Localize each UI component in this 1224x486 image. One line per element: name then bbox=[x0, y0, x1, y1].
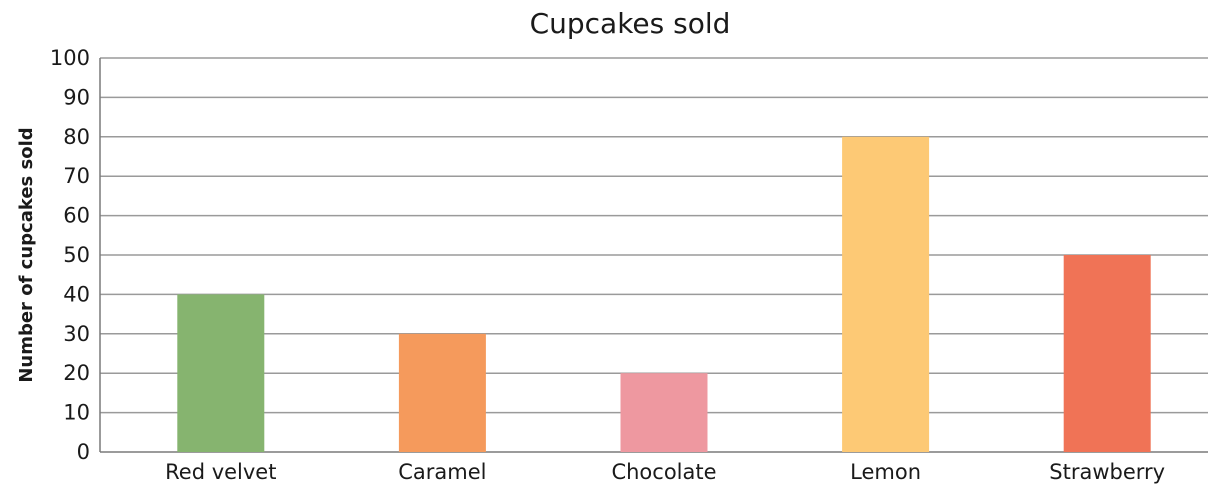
x-tick-label: Strawberry bbox=[1049, 460, 1165, 484]
x-tick-label: Lemon bbox=[850, 460, 921, 484]
x-tick-label: Caramel bbox=[398, 460, 486, 484]
bars bbox=[177, 136, 1151, 453]
gridlines bbox=[99, 57, 1208, 453]
x-tick-label: Chocolate bbox=[611, 460, 716, 484]
bar-lemon bbox=[842, 136, 930, 453]
y-tick-label: 20 bbox=[63, 361, 90, 385]
y-tick-label: 40 bbox=[63, 282, 90, 306]
y-tick-labels: 0 10 20 30 40 50 60 70 80 90 100 bbox=[50, 46, 90, 464]
y-tick-label: 90 bbox=[63, 85, 90, 109]
y-tick-label: 10 bbox=[63, 401, 90, 425]
bar-caramel bbox=[398, 333, 486, 452]
x-tick-labels: Red velvet Caramel Chocolate Lemon Strawberr… bbox=[165, 460, 1165, 484]
y-tick-label: 0 bbox=[77, 440, 90, 464]
y-tick-label: 30 bbox=[63, 322, 90, 346]
bar-strawberry bbox=[1063, 255, 1151, 452]
y-tick-label: 100 bbox=[50, 46, 90, 70]
y-tick-label: 50 bbox=[63, 243, 90, 267]
bar-red-velvet bbox=[177, 294, 265, 452]
x-tick-label: Red velvet bbox=[165, 460, 276, 484]
bar-chocolate bbox=[620, 373, 708, 452]
y-tick-label: 80 bbox=[63, 125, 90, 149]
y-axis-label: Number of cupcakes sold bbox=[16, 127, 37, 382]
chart-title: Cupcakes sold bbox=[530, 7, 731, 40]
y-tick-label: 60 bbox=[63, 204, 90, 228]
y-tick-label: 70 bbox=[63, 164, 90, 188]
